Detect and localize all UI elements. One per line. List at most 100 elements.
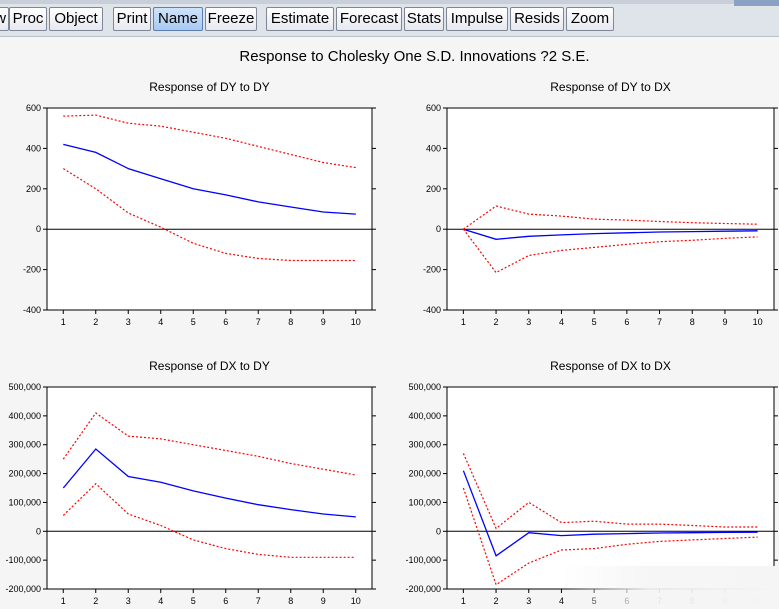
- x-tick-label: 3: [526, 596, 531, 606]
- y-tick-label: -400: [23, 305, 41, 315]
- y-tick-label: 200: [26, 184, 41, 194]
- x-tick-label: 9: [321, 596, 326, 606]
- y-tick-label: 0: [436, 526, 441, 536]
- y-tick-label: 400,000: [8, 411, 41, 421]
- y-tick-label: 0: [436, 224, 441, 234]
- lower-band-line: [462, 228, 758, 274]
- x-tick-label: 10: [351, 317, 361, 327]
- freeze-button[interactable]: Freeze: [205, 7, 257, 31]
- y-tick-label: -200: [423, 265, 441, 275]
- y-tick-label: 100,000: [8, 497, 41, 507]
- plot-frame: [446, 386, 775, 590]
- y-tick-label: 200,000: [8, 469, 41, 479]
- y-tick-label: 600: [426, 103, 441, 113]
- x-tick-label: 2: [93, 596, 98, 606]
- response-line: [462, 470, 758, 557]
- panel-title: Response of DX to DX: [550, 359, 671, 373]
- plot-frame: [446, 107, 775, 311]
- y-tick-label: 300,000: [408, 440, 441, 450]
- zoom-button[interactable]: Zoom: [566, 7, 614, 31]
- resids-button[interactable]: Resids: [510, 7, 564, 31]
- upper-band-line: [63, 114, 356, 169]
- screenshot-fade: [560, 566, 779, 609]
- x-tick-label: 5: [191, 317, 196, 327]
- x-tick-label: 6: [223, 317, 228, 327]
- y-tick-label: 400: [26, 143, 41, 153]
- x-tick-label: 8: [288, 317, 293, 327]
- y-tick-label: 500,000: [408, 382, 441, 392]
- upper-band-line: [62, 412, 356, 476]
- y-tick-label: -400: [423, 305, 441, 315]
- x-tick-label: 4: [158, 596, 163, 606]
- print-button[interactable]: Print: [113, 7, 151, 31]
- toolbar-top-strip: [0, 0, 779, 4]
- x-tick-label: 8: [690, 317, 695, 327]
- plot-frame: [46, 107, 373, 311]
- y-tick-label: 100,000: [408, 497, 441, 507]
- x-tick-label: 4: [158, 317, 163, 327]
- lower-band-line: [62, 482, 356, 558]
- y-tick-label: 600: [26, 103, 41, 113]
- panel-3: Response of DX to DY -200,000 -100,000 0 100…: [5, 359, 376, 606]
- object-button[interactable]: Object: [49, 7, 103, 31]
- response-line: [463, 228, 758, 240]
- x-tick-label: 3: [126, 596, 131, 606]
- response-line: [62, 448, 356, 518]
- x-tick-label: 7: [657, 317, 662, 327]
- x-tick-label: 1: [461, 317, 466, 327]
- estimate-button[interactable]: Estimate: [266, 7, 334, 31]
- toolbar: w Proc Object Print Name Freeze Estimate…: [0, 0, 779, 37]
- y-tick-label: 300,000: [8, 440, 41, 450]
- y-tick-label: 400,000: [408, 411, 441, 421]
- x-tick-label: 1: [61, 596, 66, 606]
- y-tick-label: 500,000: [8, 382, 41, 392]
- x-tick-label: 2: [494, 596, 499, 606]
- view-button[interactable]: w: [0, 7, 9, 31]
- impulse-button[interactable]: Impulse: [446, 7, 508, 31]
- name-button[interactable]: Name: [153, 7, 203, 31]
- x-tick-label: 3: [526, 317, 531, 327]
- x-tick-label: 8: [288, 596, 293, 606]
- x-tick-label: 10: [351, 596, 361, 606]
- x-tick-label: 9: [722, 317, 727, 327]
- panel-title: Response of DY to DY: [149, 80, 270, 94]
- x-tick-label: 1: [461, 596, 466, 606]
- y-tick-label: -200,000: [405, 584, 441, 594]
- y-tick-label: -200: [23, 265, 41, 275]
- x-tick-label: 7: [256, 596, 261, 606]
- panel-1: Response of DY to DY -400 -200 0 200 400 600 1 2…: [23, 80, 376, 327]
- x-tick-label: 2: [93, 317, 98, 327]
- proc-button[interactable]: Proc: [9, 7, 47, 31]
- x-tick-label: 9: [321, 317, 326, 327]
- plot-frame: [46, 386, 373, 590]
- x-tick-label: 6: [223, 596, 228, 606]
- response-line: [63, 143, 356, 215]
- x-tick-label: 10: [753, 317, 763, 327]
- graph-title: Response to Cholesky One S.D. Innovation…: [239, 48, 590, 65]
- y-tick-label: 0: [36, 526, 41, 536]
- x-tick-label: 2: [494, 317, 499, 327]
- y-tick-label: 200,000: [408, 469, 441, 479]
- window-corner: [734, 0, 779, 6]
- panel-2: Response of DY to DX -400 -200 0 200 400 600 1 2…: [423, 80, 778, 327]
- x-tick-label: 7: [256, 317, 261, 327]
- x-tick-label: 1: [61, 317, 66, 327]
- upper-band-line: [462, 453, 758, 530]
- x-tick-label: 5: [191, 596, 196, 606]
- upper-band-line: [463, 205, 758, 230]
- y-tick-label: 0: [36, 224, 41, 234]
- y-tick-label: -100,000: [5, 555, 41, 565]
- x-tick-label: 6: [624, 317, 629, 327]
- y-tick-label: -100,000: [405, 555, 441, 565]
- lower-band-line: [462, 487, 758, 586]
- forecast-button[interactable]: Forecast: [336, 7, 402, 31]
- panel-title: Response of DY to DX: [550, 80, 671, 94]
- y-tick-label: 400: [426, 143, 441, 153]
- y-tick-label: 200: [426, 184, 441, 194]
- y-tick-label: -200,000: [5, 584, 41, 594]
- x-tick-label: 3: [126, 317, 131, 327]
- stats-button[interactable]: Stats: [404, 7, 444, 31]
- x-tick-label: 4: [559, 317, 564, 327]
- panel-4: Response of DX to DX -200,000 -100,000 0 100…: [405, 359, 778, 606]
